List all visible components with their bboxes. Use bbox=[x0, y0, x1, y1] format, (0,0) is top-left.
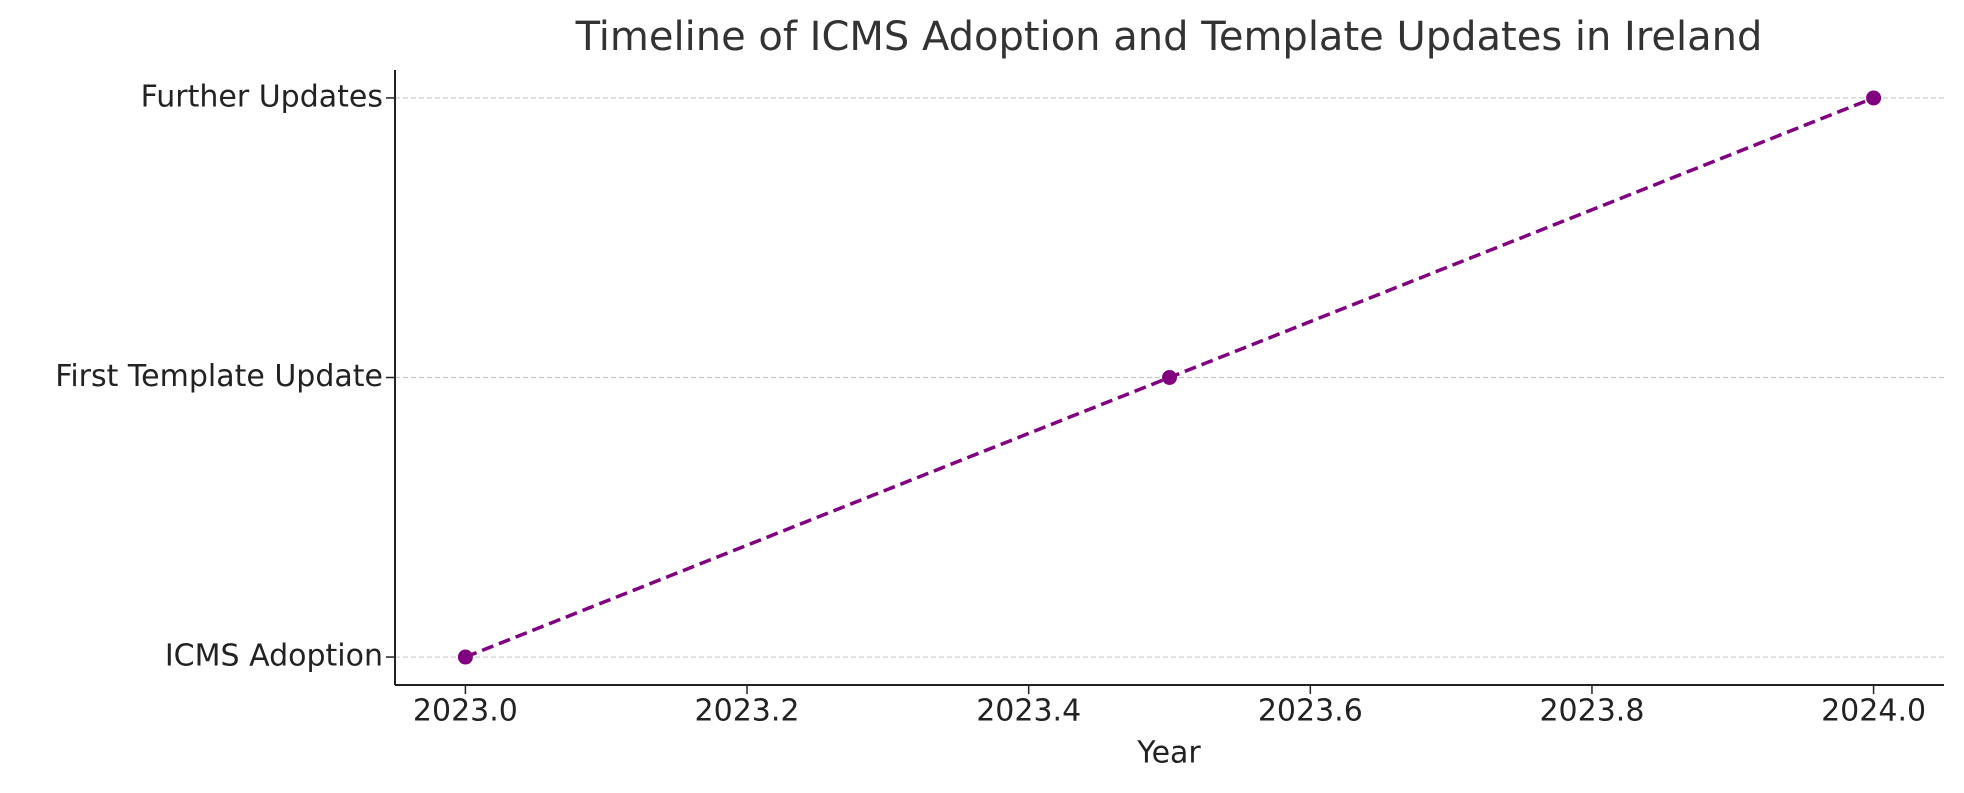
chart-title: Timeline of ICMS Adoption and Template U… bbox=[575, 14, 1763, 60]
x-tick-label: 2023.6 bbox=[1258, 694, 1363, 729]
data-point bbox=[1162, 370, 1177, 385]
x-tick-label: 2023.8 bbox=[1539, 694, 1644, 729]
data-point bbox=[1866, 90, 1882, 106]
x-axis-label: Year bbox=[1136, 736, 1201, 771]
data-point bbox=[457, 649, 473, 665]
x-tick-label: 2023.0 bbox=[413, 694, 518, 729]
x-tick-label: 2024.0 bbox=[1821, 694, 1926, 729]
x-tick-label: 2023.4 bbox=[976, 694, 1081, 729]
y-tick-label: ICMS Adoption bbox=[165, 639, 383, 674]
x-tick-label: 2023.2 bbox=[695, 694, 800, 729]
y-tick-label: First Template Update bbox=[55, 359, 383, 394]
y-tick-label: Further Updates bbox=[141, 79, 383, 114]
